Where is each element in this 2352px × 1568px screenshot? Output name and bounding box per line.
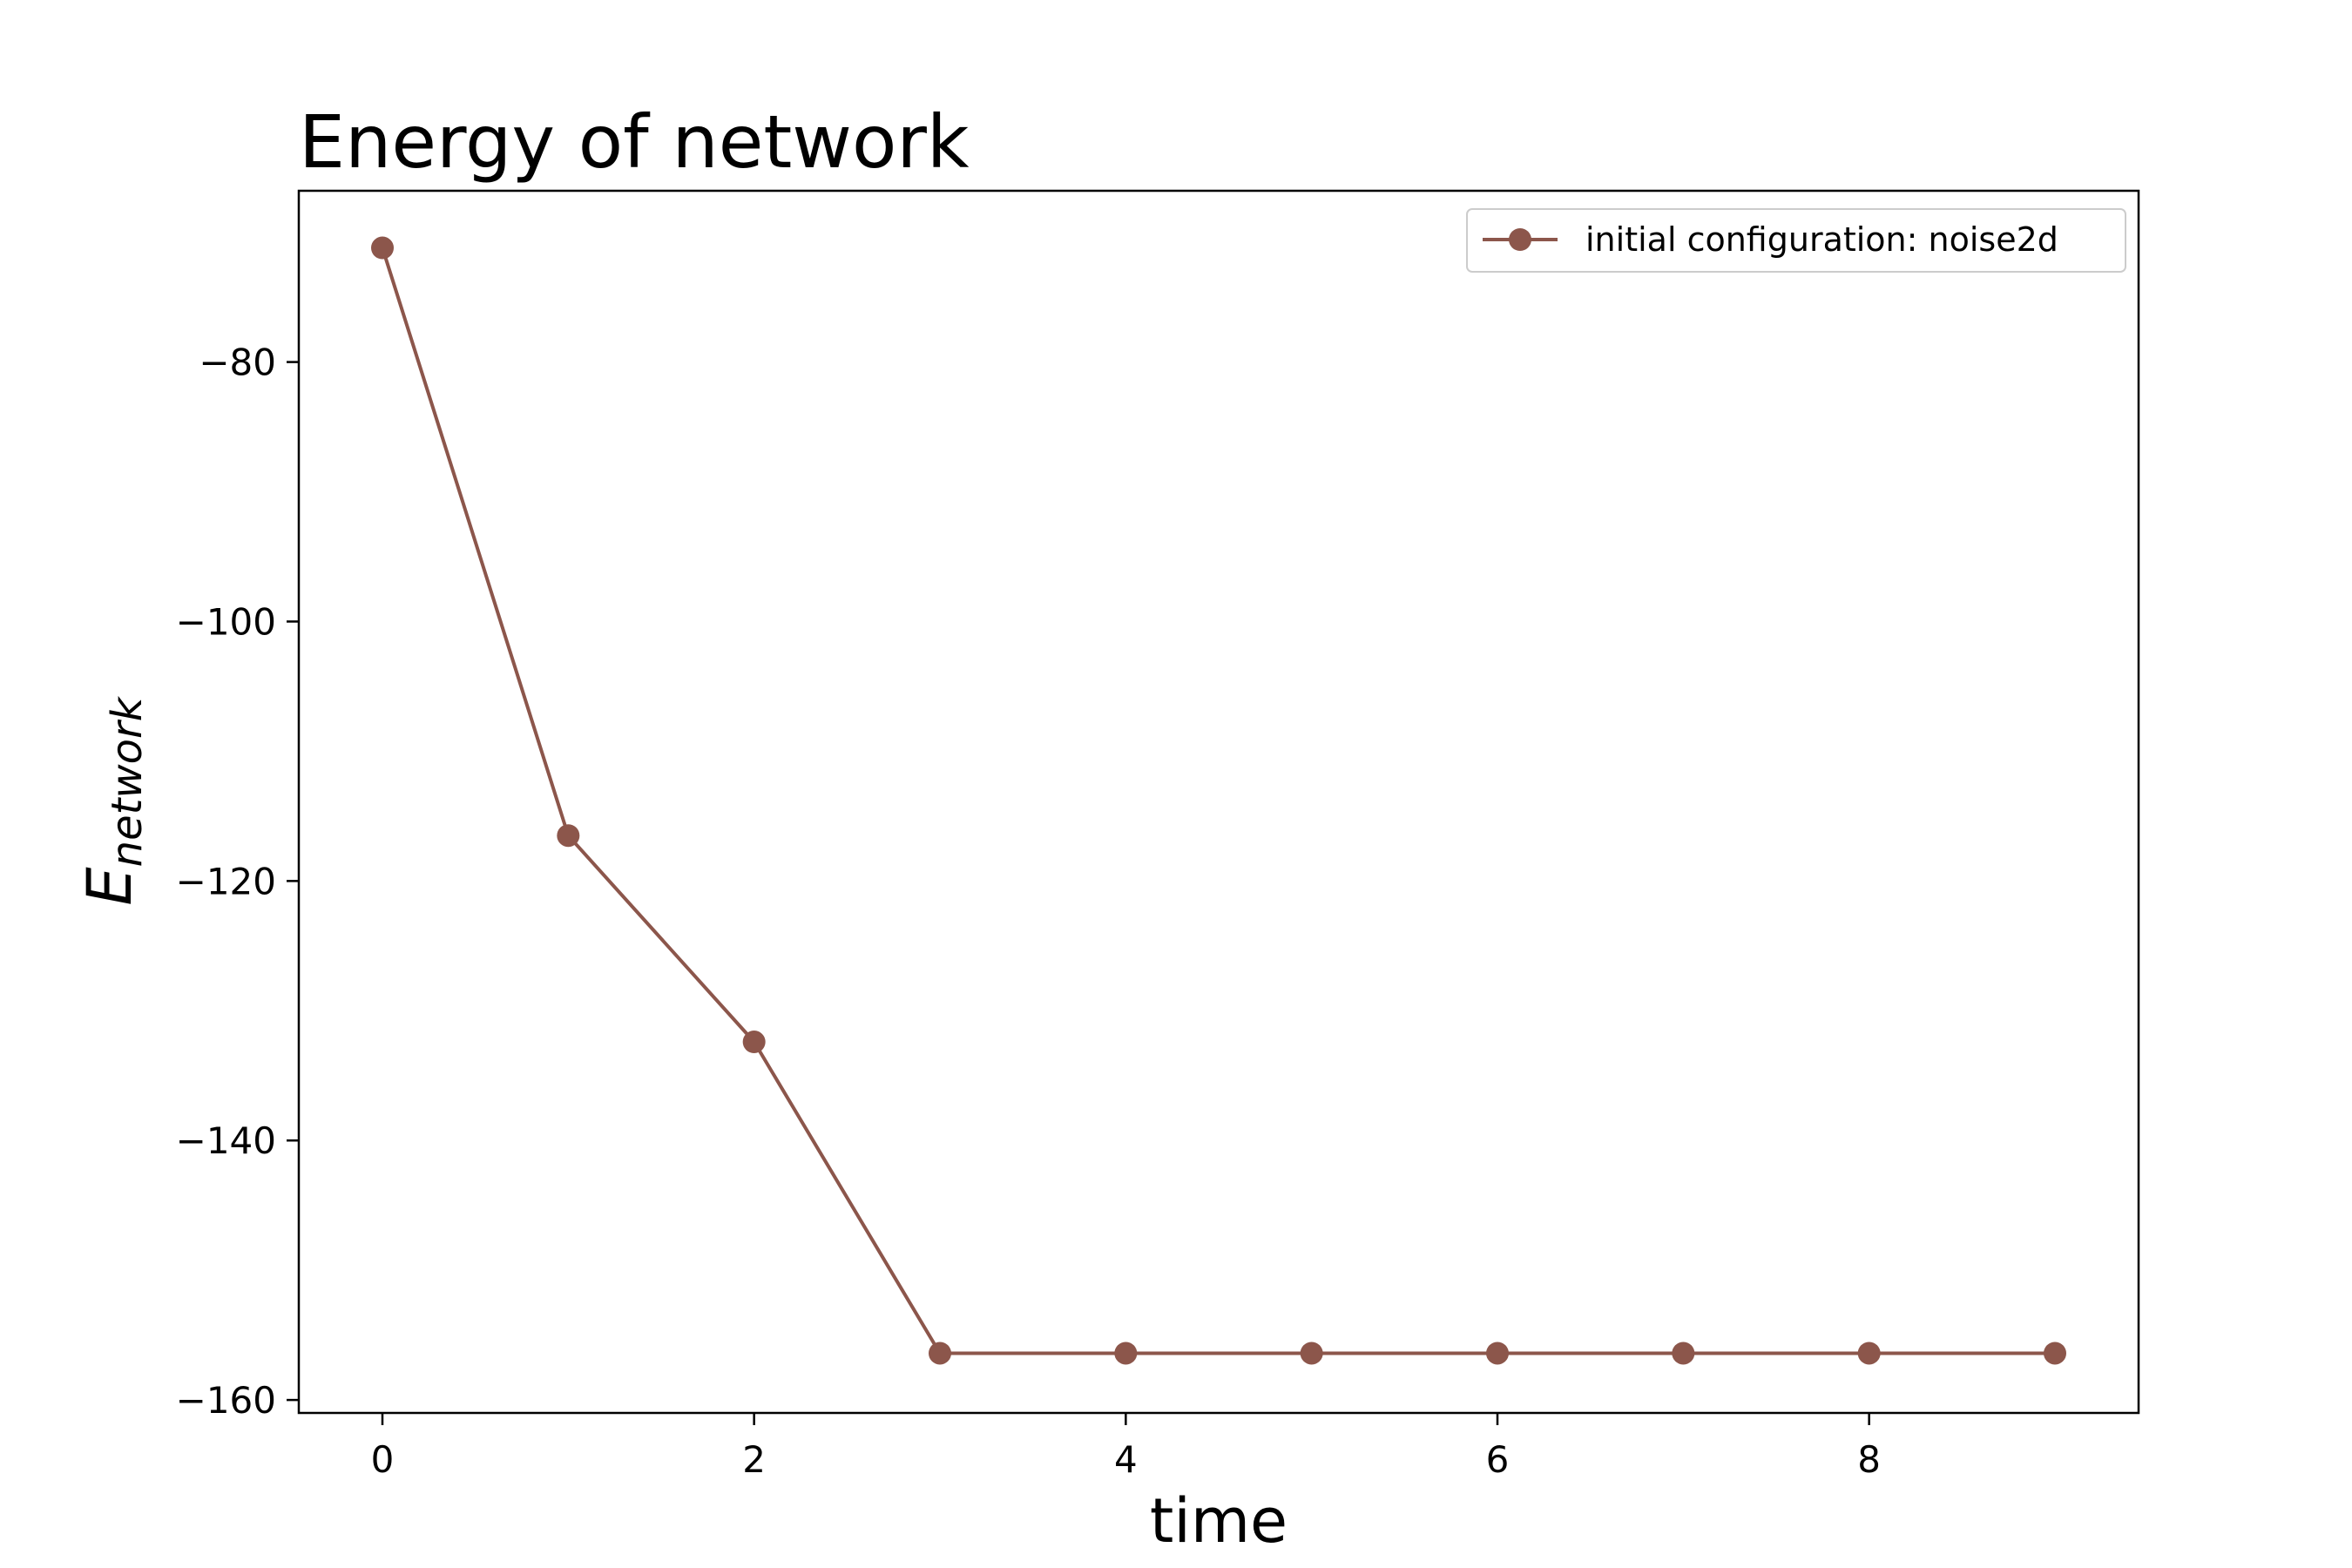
x-tick-label: 2 xyxy=(742,1438,766,1481)
y-tick-label: −120 xyxy=(176,860,276,902)
y-tick-label: −100 xyxy=(176,600,276,643)
svg-text:Enetwork: Enetwork xyxy=(74,695,152,905)
y-axis-label-subscript: network xyxy=(103,695,152,867)
legend-marker xyxy=(1509,228,1531,251)
data-point xyxy=(1486,1342,1509,1365)
series-line xyxy=(381,247,2055,1355)
x-tick-label: 0 xyxy=(371,1438,395,1481)
legend: initial configuration: noise2d xyxy=(1466,208,2126,273)
data-point xyxy=(742,1031,766,1054)
axes-frame xyxy=(297,189,2140,1415)
series-layer xyxy=(371,236,2066,1365)
legend-box xyxy=(1466,208,2126,273)
data-point xyxy=(1300,1342,1323,1365)
plot-area xyxy=(297,189,2140,1415)
data-point xyxy=(1114,1342,1138,1365)
data-point xyxy=(2044,1342,2066,1365)
x-axis-ticks: 0 2 4 6 8 xyxy=(371,1413,1881,1481)
data-point xyxy=(1672,1342,1695,1365)
data-point xyxy=(371,236,394,260)
data-point xyxy=(557,824,580,848)
legend-label: initial configuration: noise2d xyxy=(1585,220,2058,259)
x-tick-label: 8 xyxy=(1857,1438,1881,1481)
data-point xyxy=(1857,1342,1881,1365)
x-tick-label: 4 xyxy=(1114,1438,1138,1481)
y-axis-label: Enetwork xyxy=(74,695,152,905)
x-tick-label: 6 xyxy=(1486,1438,1510,1481)
y-axis-label-main: E xyxy=(74,867,145,906)
x-axis-label: time xyxy=(1150,1485,1288,1557)
chart-title: Energy of network xyxy=(299,99,970,185)
y-tick-label: −140 xyxy=(176,1119,276,1162)
data-point xyxy=(929,1342,951,1365)
y-axis-ticks: −80 −100 −120 −140 −160 xyxy=(176,341,299,1422)
y-tick-label: −160 xyxy=(176,1379,276,1422)
y-tick-label: −80 xyxy=(199,341,276,384)
